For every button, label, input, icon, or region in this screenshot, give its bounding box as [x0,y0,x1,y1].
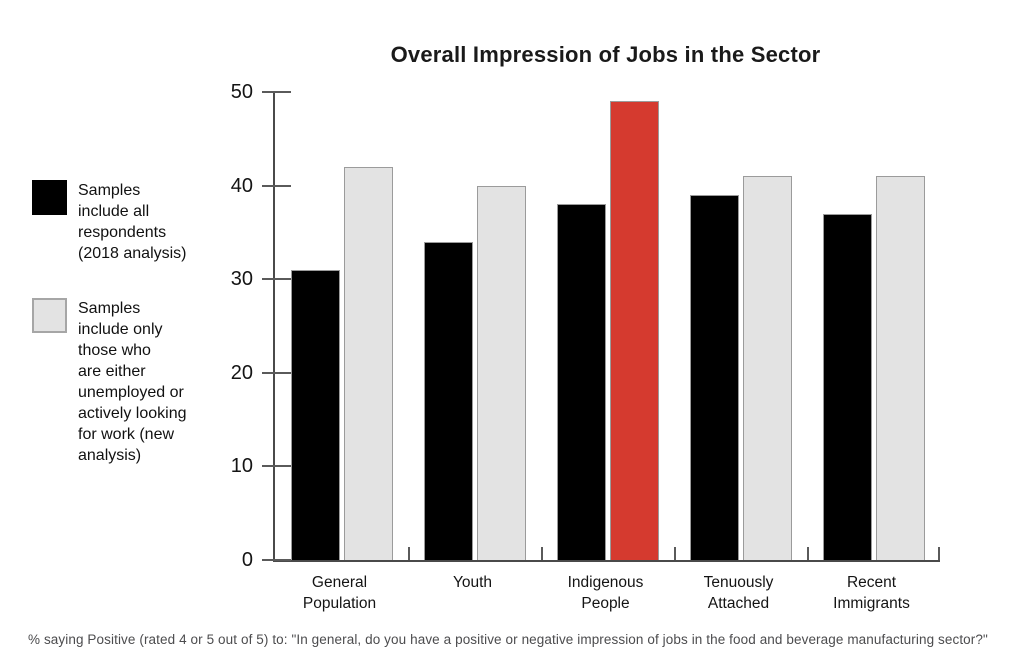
y-axis-tick [262,278,291,281]
bar-series0-tenuously-attached [689,195,739,560]
bar-series0-youth [423,242,473,560]
highlighted-bar-series1-indigenous-people [609,101,659,560]
y-axis-tick-label: 40 [230,174,253,197]
bar-series0-recent-immigrants [822,214,872,560]
bar-series1-general-population [343,167,393,560]
y-axis-tick [262,184,291,187]
bar-series0-indigenous-people [556,204,606,560]
legend-label-all-respondents: Samples include all respondents (2018 an… [78,182,187,262]
bar-group-indigenous-people [541,92,674,560]
plot: 0 10 20 30 40 50 General Population Youth Indig… [231,81,940,663]
y-axis-tick [262,371,291,374]
category-label-indigenous-people: Indigenous People [567,574,644,612]
x-axis-tick [408,547,410,560]
category-label-youth: Youth [452,574,493,591]
y-axis-tick [262,465,291,468]
x-axis-tick [938,547,940,560]
y-axis-tick-label: 30 [230,268,253,291]
legend-label-unemployed-looking: Samples include only those who are eithe… [78,300,187,464]
x-axis-tick [541,547,543,560]
legend-item-all-respondents: Samples include all respondents (2018 an… [32,180,247,264]
bar-group-tenuously-attached [674,92,807,560]
bar-group-general-population [275,92,408,560]
x-axis-tick [674,547,676,560]
legend-swatch-black [32,180,67,215]
plot-area: 0 10 20 30 40 50 [231,81,940,571]
bar-group-youth [408,92,541,560]
y-axis-tick-label: 20 [230,361,253,384]
footnote: % saying Positive (rated 4 or 5 out of 5… [28,632,988,647]
y-axis-tick-label: 0 [241,549,253,571]
legend: Samples include all respondents (2018 an… [32,180,247,466]
category-label-recent-immigrants: Recent Immigrants [833,574,910,612]
chart-title: Overall Impression of Jobs in the Sector [390,42,821,67]
y-axis-tick [262,559,291,561]
bar-group-recent-immigrants [807,92,940,560]
legend-item-unemployed-looking: Samples include only those who are eithe… [32,298,247,466]
bar-series1-youth [476,186,526,560]
bar-series0-general-population [290,270,340,560]
category-label-general-population: General Population [302,574,377,612]
y-axis-tick [262,91,291,93]
x-axis-tick [807,547,809,560]
bar-series1-tenuously-attached [742,176,792,560]
y-axis-tick-label: 10 [230,455,253,478]
category-label-tenuously-attached: Tenuously Attached [703,574,774,612]
legend-swatch-gray [32,298,67,333]
y-axis-tick-label: 50 [230,81,253,103]
bar-series1-recent-immigrants [875,176,925,560]
